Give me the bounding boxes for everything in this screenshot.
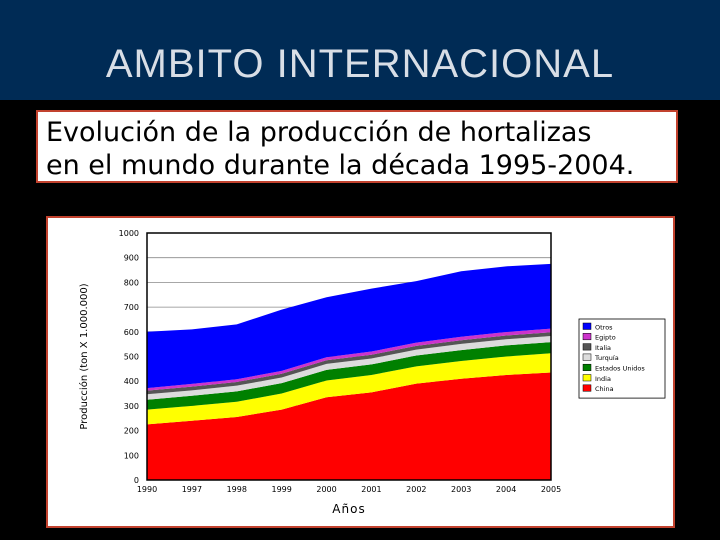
subtitle-line-2: en el mundo durante la década 1995-2004. [46,150,635,181]
x-tick-label-1990: 1990 [137,485,157,494]
x-tick-label-2000: 2000 [316,485,336,494]
x-tick-label-2001: 2001 [361,485,381,494]
y-tick-label-300: 300 [124,402,139,411]
legend-label-egipto: Egipto [595,334,616,342]
y-tick-label-200: 200 [124,427,139,436]
legend-swatch-otros [582,322,592,330]
x-tick-label-1997: 1997 [182,485,202,494]
slide-title: AMBITO INTERNACIONAL [105,42,615,86]
y-tick-label-100: 100 [124,451,139,460]
x-axis-label: Años [332,502,365,516]
legend-swatch-egipto [582,333,592,341]
area-india [147,353,551,425]
legend-label-italia: Italia [595,344,611,352]
area-turqu-a [147,335,551,400]
legend-swatch-italia [582,343,592,351]
area-otros [147,263,551,389]
x-tick-label-2005: 2005 [541,485,561,494]
legend-label-china: China [595,385,614,393]
area-estados-unidos [147,342,551,410]
chart-area: 0 100 200 300 400 500 600 700 800 900 1000 1990 1997… [53,221,669,524]
plot-border [146,232,552,481]
x-tick-label-1998: 1998 [227,485,247,494]
y-tick-label-600: 600 [124,328,139,337]
y-tick-label-500: 500 [124,353,139,362]
legend-swatch-turqu-a [582,353,592,361]
y-tick-label-900: 900 [124,254,139,263]
chart-subtitle: Evolución de la producción de hortalizas… [46,116,668,182]
legend-label-turqu-a: Turquía [594,354,619,362]
y-tick-label-700: 700 [124,303,139,312]
x-tick-label-1999: 1999 [271,485,291,494]
y-tick-label-1000: 1000 [119,229,139,238]
title-bar [0,0,720,100]
area-egipto [147,328,551,391]
x-tick-label-2004: 2004 [496,485,516,494]
legend-label-otros: Otros [595,323,613,331]
y-tick-label-400: 400 [124,377,139,386]
legend-label-india: India [595,375,611,383]
x-tick-label-2003: 2003 [451,485,471,494]
stacked-area-chart: 0 100 200 300 400 500 600 700 800 900 1000 1990 1997… [78,229,666,516]
y-tick-label-800: 800 [124,278,139,287]
legend-swatch-china [582,384,592,392]
subtitle-line-1: Evolución de la producción de hortalizas [46,117,592,148]
y-tick-label-0: 0 [134,476,139,485]
chart-frame: 0 100 200 300 400 500 600 700 800 900 1000 1990 1997… [46,216,675,528]
area-italia [147,332,551,395]
legend-box [578,318,666,399]
legend-label-estados-unidos: Estados Unidos [595,365,645,373]
legend-swatch-estados-unidos [582,363,592,371]
area-china [147,372,551,480]
x-tick-label-2002: 2002 [406,485,426,494]
subtitle-box: Evolución de la producción de hortalizas… [36,110,678,183]
y-axis-label: Producción (ton X 1.000.000) [78,283,90,429]
legend-swatch-india [582,374,592,382]
